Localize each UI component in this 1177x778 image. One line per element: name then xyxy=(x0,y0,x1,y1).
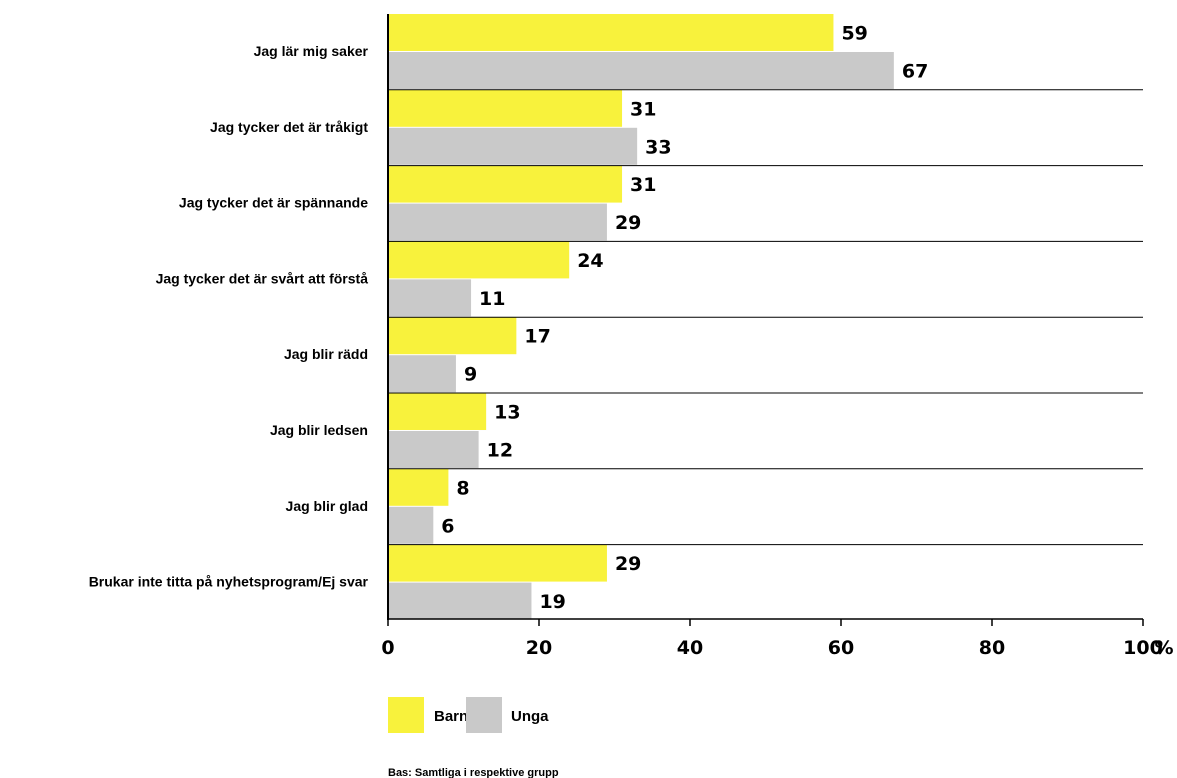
bar-barn-6 xyxy=(388,468,449,506)
bar-barn-3 xyxy=(388,241,570,279)
value-label-barn-3: 24 xyxy=(577,250,603,272)
bar-barn-5 xyxy=(388,393,487,430)
category-label-6: Jag blir glad xyxy=(286,498,368,514)
legend-label-unga: Unga xyxy=(511,708,549,725)
category-label-0: Jag lär mig saker xyxy=(254,43,369,59)
value-label-unga-4: 9 xyxy=(464,364,477,386)
legend: Barn Unga xyxy=(388,697,549,733)
bar-barn-2 xyxy=(388,165,623,203)
x-tick-label-20: 20 xyxy=(526,637,552,659)
x-tick-label-100: 100 xyxy=(1123,637,1163,659)
bar-barn-1 xyxy=(388,89,623,127)
value-label-barn-6: 8 xyxy=(456,477,469,499)
x-tick-label-60: 60 xyxy=(828,637,854,659)
category-labels: Jag lär mig saker Jag tycker det är tråki… xyxy=(89,43,369,590)
category-label-4: Jag blir rädd xyxy=(284,346,368,362)
category-label-2: Jag tycker det är spännande xyxy=(179,195,368,211)
value-label-barn-0: 59 xyxy=(841,23,867,45)
bar-barn-0 xyxy=(388,14,834,51)
legend-swatch-unga xyxy=(466,697,502,733)
bars-group xyxy=(388,14,894,620)
value-label-unga-0: 67 xyxy=(902,61,928,83)
value-label-barn-7: 29 xyxy=(615,553,641,575)
value-label-barn-4: 17 xyxy=(524,326,550,348)
x-tick-label-80: 80 xyxy=(979,637,1005,659)
value-label-unga-5: 12 xyxy=(487,440,513,462)
category-label-5: Jag blir ledsen xyxy=(270,422,368,438)
bar-unga-5 xyxy=(388,431,479,468)
row-separators xyxy=(388,89,1143,546)
value-labels: 59 67 31 33 31 29 24 11 17 9 13 12 86 29 19 xyxy=(441,23,928,614)
value-label-barn-2: 31 xyxy=(630,174,656,196)
value-label-barn-1: 31 xyxy=(630,98,656,120)
value-label-barn-5: 13 xyxy=(494,402,520,424)
bar-unga-2 xyxy=(388,203,607,241)
legend-swatch-barn xyxy=(388,697,424,733)
bar-unga-1 xyxy=(388,127,638,165)
x-tick-label-40: 40 xyxy=(677,637,703,659)
category-label-3: Jag tycker det är svårt att förstå xyxy=(156,270,369,286)
value-label-unga-1: 33 xyxy=(645,136,671,158)
base-note: Bas: Samtliga i respektive grupp xyxy=(388,767,559,778)
bar-unga-3 xyxy=(388,279,472,317)
category-label-1: Jag tycker det är tråkigt xyxy=(210,119,368,135)
x-axis-unit: % xyxy=(1154,637,1173,659)
bar-unga-7 xyxy=(388,582,532,620)
value-label-unga-7: 19 xyxy=(539,591,565,613)
bar-unga-4 xyxy=(388,355,456,393)
category-label-7: Brukar inte titta på nyhetsprogram/Ej sv… xyxy=(89,574,369,590)
value-label-unga-2: 29 xyxy=(615,212,641,234)
bar-unga-6 xyxy=(388,506,434,544)
bar-unga-0 xyxy=(388,52,894,89)
x-axis-ticks: 0 20 40 60 80 100% xyxy=(381,619,1174,659)
value-label-unga-6: 6 xyxy=(441,515,454,537)
x-tick-label-0: 0 xyxy=(381,637,394,659)
legend-label-barn: Barn xyxy=(434,708,468,725)
bar-barn-7 xyxy=(388,544,607,582)
bar-barn-4 xyxy=(388,317,517,355)
value-label-unga-3: 11 xyxy=(479,288,505,310)
